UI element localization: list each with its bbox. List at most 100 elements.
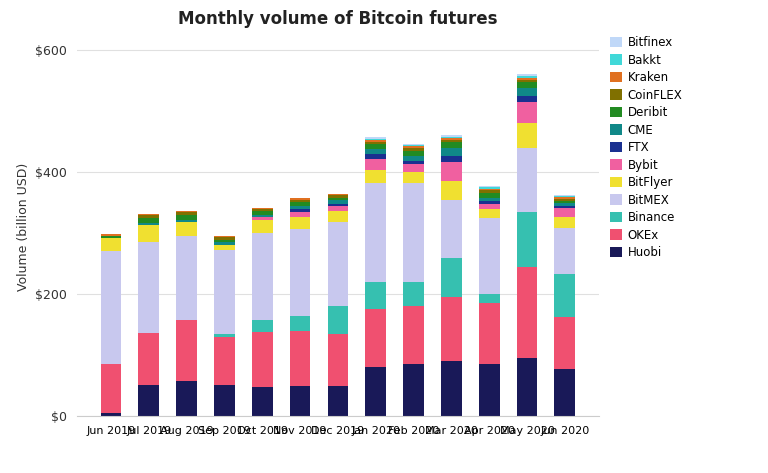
Bar bbox=[478, 198, 500, 201]
Bar bbox=[478, 189, 500, 191]
Bar bbox=[176, 222, 197, 236]
Bar bbox=[478, 201, 500, 204]
Bar bbox=[138, 215, 159, 218]
Bar bbox=[327, 307, 349, 334]
Bar bbox=[327, 198, 349, 200]
Bar bbox=[327, 204, 349, 206]
Bar bbox=[327, 211, 349, 222]
Bar bbox=[252, 209, 273, 211]
Bar bbox=[478, 186, 500, 187]
Bar bbox=[138, 242, 159, 333]
Bar bbox=[214, 334, 235, 337]
Bar bbox=[403, 172, 424, 183]
Bar bbox=[327, 195, 349, 198]
Bar bbox=[517, 82, 538, 88]
Bar bbox=[441, 181, 462, 200]
Bar bbox=[366, 141, 386, 144]
Bar bbox=[478, 218, 500, 294]
Bar bbox=[176, 320, 197, 381]
Bar bbox=[366, 309, 386, 368]
Bar bbox=[403, 307, 424, 364]
Bar bbox=[252, 387, 273, 416]
Bar bbox=[101, 364, 121, 413]
Bar bbox=[290, 198, 310, 200]
Bar bbox=[138, 333, 159, 385]
Bar bbox=[366, 149, 386, 154]
Bar bbox=[366, 282, 386, 309]
Bar bbox=[517, 267, 538, 358]
Bar bbox=[403, 364, 424, 416]
Bar bbox=[554, 274, 575, 317]
Bar bbox=[517, 80, 538, 82]
Bar bbox=[517, 88, 538, 96]
Bar bbox=[478, 191, 500, 193]
Bar bbox=[478, 364, 500, 416]
Bar bbox=[554, 196, 575, 197]
Bar bbox=[214, 242, 235, 245]
Bar bbox=[403, 282, 424, 307]
Bar bbox=[554, 206, 575, 208]
Bar bbox=[403, 145, 424, 147]
Bar bbox=[554, 228, 575, 274]
Bar bbox=[403, 151, 424, 156]
Legend: Bitfinex, Bakkt, Kraken, CoinFLEX, Deribit, CME, FTX, Bybit, BitFlyer, BitMEX, B: Bitfinex, Bakkt, Kraken, CoinFLEX, Derib… bbox=[610, 36, 683, 259]
Bar bbox=[214, 385, 235, 416]
Bar bbox=[403, 144, 424, 145]
Bar bbox=[138, 214, 159, 215]
Bar bbox=[517, 358, 538, 416]
Bar bbox=[441, 297, 462, 361]
Bar bbox=[252, 233, 273, 320]
Bar bbox=[252, 217, 273, 220]
Bar bbox=[554, 197, 575, 199]
Bar bbox=[403, 147, 424, 149]
Bar bbox=[138, 225, 159, 242]
Bar bbox=[327, 194, 349, 195]
Bar bbox=[441, 135, 462, 137]
Bar bbox=[290, 315, 310, 331]
Bar bbox=[176, 220, 197, 222]
Bar bbox=[366, 183, 386, 282]
Bar bbox=[327, 334, 349, 385]
Bar bbox=[517, 74, 538, 76]
Bar bbox=[290, 206, 310, 210]
Bar bbox=[214, 236, 235, 237]
Bar bbox=[252, 332, 273, 387]
Bar bbox=[138, 385, 159, 416]
Bar bbox=[214, 250, 235, 334]
Bar bbox=[517, 76, 538, 78]
Bar bbox=[478, 204, 500, 209]
Bar bbox=[290, 385, 310, 416]
Bar bbox=[290, 217, 310, 229]
Bar bbox=[327, 206, 349, 211]
Bar bbox=[290, 212, 310, 217]
Bar bbox=[366, 139, 386, 140]
Bar bbox=[403, 160, 424, 164]
Bar bbox=[441, 138, 462, 140]
Y-axis label: Volume (billion USD): Volume (billion USD) bbox=[17, 163, 30, 291]
Bar bbox=[366, 368, 386, 416]
Bar bbox=[517, 123, 538, 148]
Bar bbox=[138, 223, 159, 225]
Bar bbox=[176, 215, 197, 220]
Bar bbox=[554, 368, 575, 416]
Bar bbox=[366, 137, 386, 139]
Bar bbox=[403, 149, 424, 151]
Bar bbox=[441, 258, 462, 297]
Bar bbox=[478, 294, 500, 303]
Bar bbox=[478, 303, 500, 364]
Bar bbox=[214, 245, 235, 250]
Bar bbox=[441, 140, 462, 142]
Bar bbox=[554, 208, 575, 217]
Bar bbox=[327, 222, 349, 307]
Bar bbox=[441, 200, 462, 258]
Bar bbox=[554, 201, 575, 203]
Bar bbox=[441, 156, 462, 162]
Bar bbox=[290, 202, 310, 206]
Bar bbox=[403, 183, 424, 282]
Bar bbox=[554, 317, 575, 368]
Bar bbox=[441, 149, 462, 156]
Bar bbox=[290, 210, 310, 212]
Bar bbox=[252, 215, 273, 217]
Bar bbox=[176, 211, 197, 212]
Bar bbox=[478, 193, 500, 198]
